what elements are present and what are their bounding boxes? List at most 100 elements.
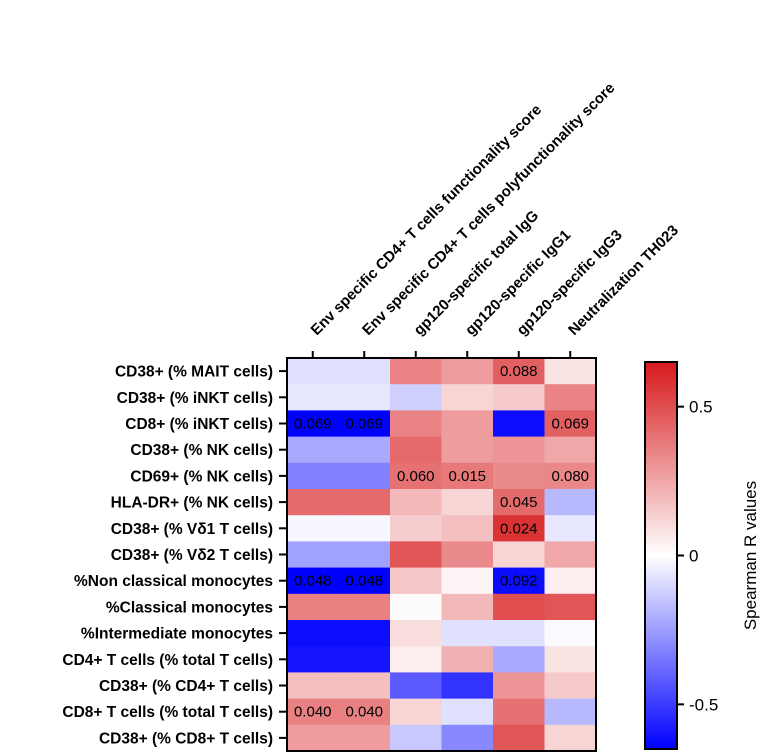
heatmap-cell-r12-c2 (390, 672, 443, 700)
heatmap-cell-r11-c1 (338, 646, 391, 673)
cell-annotation-r8-c0: 0.048 (294, 573, 332, 590)
cell-annotation-r8-c4: 0.092 (500, 573, 538, 590)
heatmap-cell-r14-c5 (544, 724, 597, 752)
heatmap-cell-r10-c5 (544, 620, 597, 647)
heatmap-cell-r0-c0 (287, 358, 340, 385)
heatmap-cell-r8-c1 (338, 567, 391, 595)
colorbar-tick-label-1: 0 (689, 547, 698, 566)
heatmap-cell-r3-c2 (390, 436, 443, 464)
heatmap-cell-r8-c0 (287, 567, 340, 595)
heatmap-cell-r9-c4 (493, 593, 546, 621)
heatmap-cell-r1-c1 (338, 384, 391, 411)
heatmap-cell-r6-c3 (441, 515, 494, 542)
heatmap-cell-r8-c2 (390, 567, 443, 595)
row-label-cd69-nk-cells: CD69+ (% NK cells) (130, 468, 273, 485)
row-label-cd38-v-1-t-cells: CD38+ (% Vδ1 T cells) (111, 521, 273, 538)
row-label-cd38-cd8-t-cells: CD38+ (% CD8+ T cells) (99, 730, 273, 747)
heatmap-cell-r1-c2 (390, 384, 443, 411)
heatmap-cell-r1-c4 (493, 384, 546, 411)
heatmap-cell-r0-c2 (390, 358, 443, 385)
row-label-non-classical-monocytes: %Non classical monocytes (74, 573, 273, 590)
cell-annotation-r0-c4: 0.088 (500, 363, 538, 380)
row-label-cd38-mait-cells: CD38+ (% MAIT cells) (115, 364, 273, 381)
column-ticks (311, 351, 572, 358)
heatmap-cell-r5-c3 (441, 489, 494, 516)
heatmap-cell-r3-c1 (338, 436, 391, 464)
heatmap-cell-r13-c1 (338, 698, 391, 726)
heatmap-cell-r0-c5 (544, 358, 597, 385)
heatmap-cell-r2-c5 (544, 410, 597, 438)
heatmap-cell-r14-c4 (493, 724, 546, 752)
heatmap-cell-r9-c3 (441, 593, 494, 621)
heatmap-cell-r10-c4 (493, 620, 546, 647)
row-label-cd8-t-cells-total-t-cells: CD8+ T cells (% total T cells) (62, 704, 273, 721)
heatmap-cell-r12-c5 (544, 672, 597, 700)
colorbar-title: Spearman R values (741, 481, 760, 630)
colorbar (644, 361, 678, 750)
heatmap-cell-r11-c3 (441, 646, 494, 673)
heatmap-cell-r11-c4 (493, 646, 546, 673)
heatmap-cell-r4-c1 (338, 462, 391, 490)
column-labels: Env specific CD4+ T cells functionality … (308, 80, 682, 339)
heatmap-cell-r7-c5 (544, 541, 597, 569)
heatmap-cell-r8-c3 (441, 567, 494, 595)
heatmap-cell-r1-c0 (287, 384, 340, 411)
cell-annotation-r13-c1: 0.040 (345, 704, 383, 721)
heatmap-cell-r9-c2 (390, 593, 443, 621)
heatmap-cell-r6-c1 (338, 515, 391, 542)
heatmap-cell-r11-c0 (287, 646, 340, 673)
heatmap-cell-r8-c4 (493, 567, 546, 595)
heatmap-cell-r7-c2 (390, 541, 443, 569)
heatmap-cell-r6-c4 (493, 515, 546, 542)
cell-annotation-r2-c0: 0.069 (294, 416, 332, 433)
heatmap-cell-r13-c0 (287, 698, 340, 726)
heatmap-cell-r12-c1 (338, 672, 391, 700)
cell-annotation-r2-c5: 0.069 (551, 416, 589, 433)
heatmap-cell-r3-c4 (493, 436, 546, 464)
heatmap-cell-r4-c5 (544, 462, 597, 490)
heatmap-cell-r4-c2 (390, 462, 443, 490)
colorbar-tick-label-0: 0.5 (689, 398, 713, 417)
heatmap-cell-r9-c0 (287, 593, 340, 621)
heatmap-cell-r5-c4 (493, 489, 546, 516)
row-label-hla-dr-nk-cells: HLA-DR+ (% NK cells) (111, 495, 273, 512)
heatmap-cell-r2-c1 (338, 410, 391, 438)
heatmap-cell-r6-c0 (287, 515, 340, 542)
cell-annotation-r4-c5: 0.080 (551, 468, 589, 485)
heatmap-cell-r10-c1 (338, 620, 391, 647)
heatmap-cell-r10-c3 (441, 620, 494, 647)
heatmap-cell-r3-c3 (441, 436, 494, 464)
row-label-intermediate-monocytes: %Intermediate monocytes (81, 626, 273, 643)
row-label-cd38-nk-cells: CD38+ (% NK cells) (130, 442, 273, 459)
heatmap-cell-r11-c5 (544, 646, 597, 673)
heatmap-cell-r10-c0 (287, 620, 340, 647)
cell-annotation-r4-c2: 0.060 (397, 468, 435, 485)
heatmap-cell-r6-c2 (390, 515, 443, 542)
heatmap-cell-r0-c1 (338, 358, 391, 385)
heatmap-cell-r3-c5 (544, 436, 597, 464)
heatmap-cell-r4-c3 (441, 462, 494, 490)
cell-annotations: 0.088 0.069 0.069 0.069 0.060 0.015 0.080 0.045… (294, 363, 589, 721)
row-label-cd8-inkt-cells: CD8+ (% iNKT cells) (125, 416, 273, 433)
cell-annotation-r4-c3: 0.015 (448, 468, 486, 485)
heatmap-cell-r13-c4 (493, 698, 546, 726)
heatmap-cell-r11-c2 (390, 646, 443, 673)
heatmap-cell-r1-c3 (441, 384, 494, 411)
heatmap-cell-r5-c5 (544, 489, 597, 516)
cell-annotation-r8-c1: 0.048 (345, 573, 383, 590)
heatmap-cell-r7-c3 (441, 541, 494, 569)
heatmap-cell-r2-c3 (441, 410, 494, 438)
heatmap-cell-r14-c0 (287, 724, 340, 752)
heatmap-cell-r14-c1 (338, 724, 391, 752)
cell-annotation-r2-c1: 0.069 (345, 416, 383, 433)
heatmap-cell-r0-c3 (441, 358, 494, 385)
heatmap-cell-r2-c0 (287, 410, 340, 438)
heatmap-cell-r13-c5 (544, 698, 597, 726)
row-ticks (279, 370, 287, 739)
row-labels: CD38+ (% MAIT cells) CD38+ (% iNKT cells)… (62, 364, 273, 748)
heatmap-cell-r4-c4 (493, 462, 546, 490)
heatmap-cell-r5-c1 (338, 489, 391, 516)
row-label-classical-monocytes: %Classical monocytes (106, 599, 273, 616)
heatmap-cell-r7-c0 (287, 541, 340, 569)
heatmap-cell-r8-c5 (544, 567, 597, 595)
